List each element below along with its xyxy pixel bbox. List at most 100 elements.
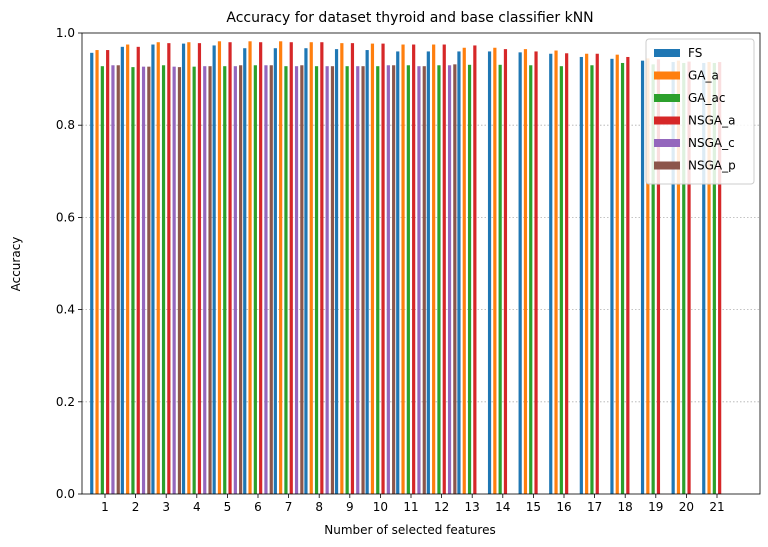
x-tick-label: 7 (285, 500, 293, 514)
legend: FS GA_a GA_ac NSGA_a NSGA_c NSGA_p (645, 38, 755, 185)
bar (376, 66, 380, 494)
bar (579, 56, 583, 495)
bar (304, 48, 308, 494)
bar (498, 64, 502, 495)
bar (595, 53, 599, 495)
x-tick-label: 11 (403, 500, 418, 514)
bar (487, 51, 492, 494)
legend-label: GA_a (688, 69, 719, 83)
legend-swatch (654, 139, 680, 147)
bar (181, 43, 186, 495)
bar (325, 66, 329, 494)
bar (269, 65, 273, 495)
bars (90, 41, 722, 495)
bar (646, 58, 650, 494)
bar (147, 66, 151, 494)
x-tick-label: 10 (373, 500, 388, 514)
bar (447, 65, 452, 495)
bar (676, 60, 681, 494)
bar (620, 62, 625, 495)
bar (95, 50, 99, 494)
bar (529, 65, 533, 495)
x-tick-label: 13 (465, 500, 480, 514)
y-tick-label: 0.4 (56, 303, 75, 317)
x-tick-label: 16 (556, 500, 571, 514)
bar (554, 50, 558, 494)
bar (626, 56, 630, 495)
bar (442, 44, 446, 495)
bar (126, 44, 130, 495)
bar (392, 65, 396, 495)
bar (294, 66, 299, 494)
bar (712, 62, 716, 495)
bar (518, 52, 522, 494)
bar (233, 66, 237, 494)
bar (253, 65, 257, 495)
bar (462, 47, 466, 494)
bar (406, 65, 410, 495)
x-tick-label: 21 (709, 500, 724, 514)
bar (473, 45, 477, 495)
x-tick-label: 12 (434, 500, 449, 514)
bar (453, 64, 457, 495)
bar (345, 66, 349, 494)
bar (590, 65, 594, 495)
bar (671, 62, 675, 494)
legend-swatch (654, 49, 680, 57)
bar (131, 67, 135, 494)
x-tick-label: 9 (346, 500, 354, 514)
bar (208, 66, 212, 494)
x-tick-label: 19 (648, 500, 663, 514)
bar (559, 66, 563, 494)
bar (136, 46, 140, 495)
bar (279, 41, 283, 494)
x-tick-label: 18 (618, 500, 633, 514)
y-tick-label: 0.6 (56, 210, 75, 224)
bar (248, 41, 252, 494)
legend-swatch (654, 94, 680, 102)
bar (120, 46, 124, 495)
bar (300, 65, 304, 495)
bar (651, 64, 655, 495)
bar (309, 42, 313, 494)
bar (565, 53, 569, 495)
bar (493, 47, 497, 494)
x-axis-label: Number of selected features (324, 523, 495, 537)
bar (167, 43, 171, 494)
bar (396, 51, 400, 494)
bar (192, 66, 196, 494)
plot-frame (81, 32, 761, 495)
bar (687, 61, 691, 494)
y-tick-label: 0.8 (56, 118, 75, 132)
bar (314, 66, 319, 494)
bar (412, 44, 416, 495)
x-tick-label: 1 (101, 500, 109, 514)
bar (223, 66, 227, 494)
bar (161, 65, 166, 495)
bar (585, 53, 589, 495)
legend-label: GA_ac (688, 91, 725, 105)
bar (217, 41, 222, 494)
bar (330, 66, 335, 494)
y-tick-label: 1.0 (56, 26, 75, 40)
bar (116, 65, 120, 495)
bar (151, 44, 155, 495)
x-tick-label: 6 (254, 500, 262, 514)
bar (361, 66, 365, 494)
x-axis: 1 2 3 4 5 6 7 8 9 10 11 12 13 14 15 16 17 18 19 20 21 (101, 494, 725, 514)
bar (100, 66, 104, 494)
bar (187, 42, 191, 494)
bar (615, 54, 619, 495)
bar (172, 66, 176, 494)
bar (239, 65, 243, 495)
bar (356, 66, 360, 494)
bar (370, 43, 375, 495)
x-tick-label: 17 (587, 500, 602, 514)
bar (334, 49, 339, 494)
bar (264, 65, 268, 495)
bar (534, 51, 538, 494)
x-tick-label: 2 (132, 500, 140, 514)
x-tick-label: 15 (526, 500, 541, 514)
legend-label: NSGA_c (688, 136, 735, 150)
legend-label: NSGA_p (688, 159, 736, 173)
